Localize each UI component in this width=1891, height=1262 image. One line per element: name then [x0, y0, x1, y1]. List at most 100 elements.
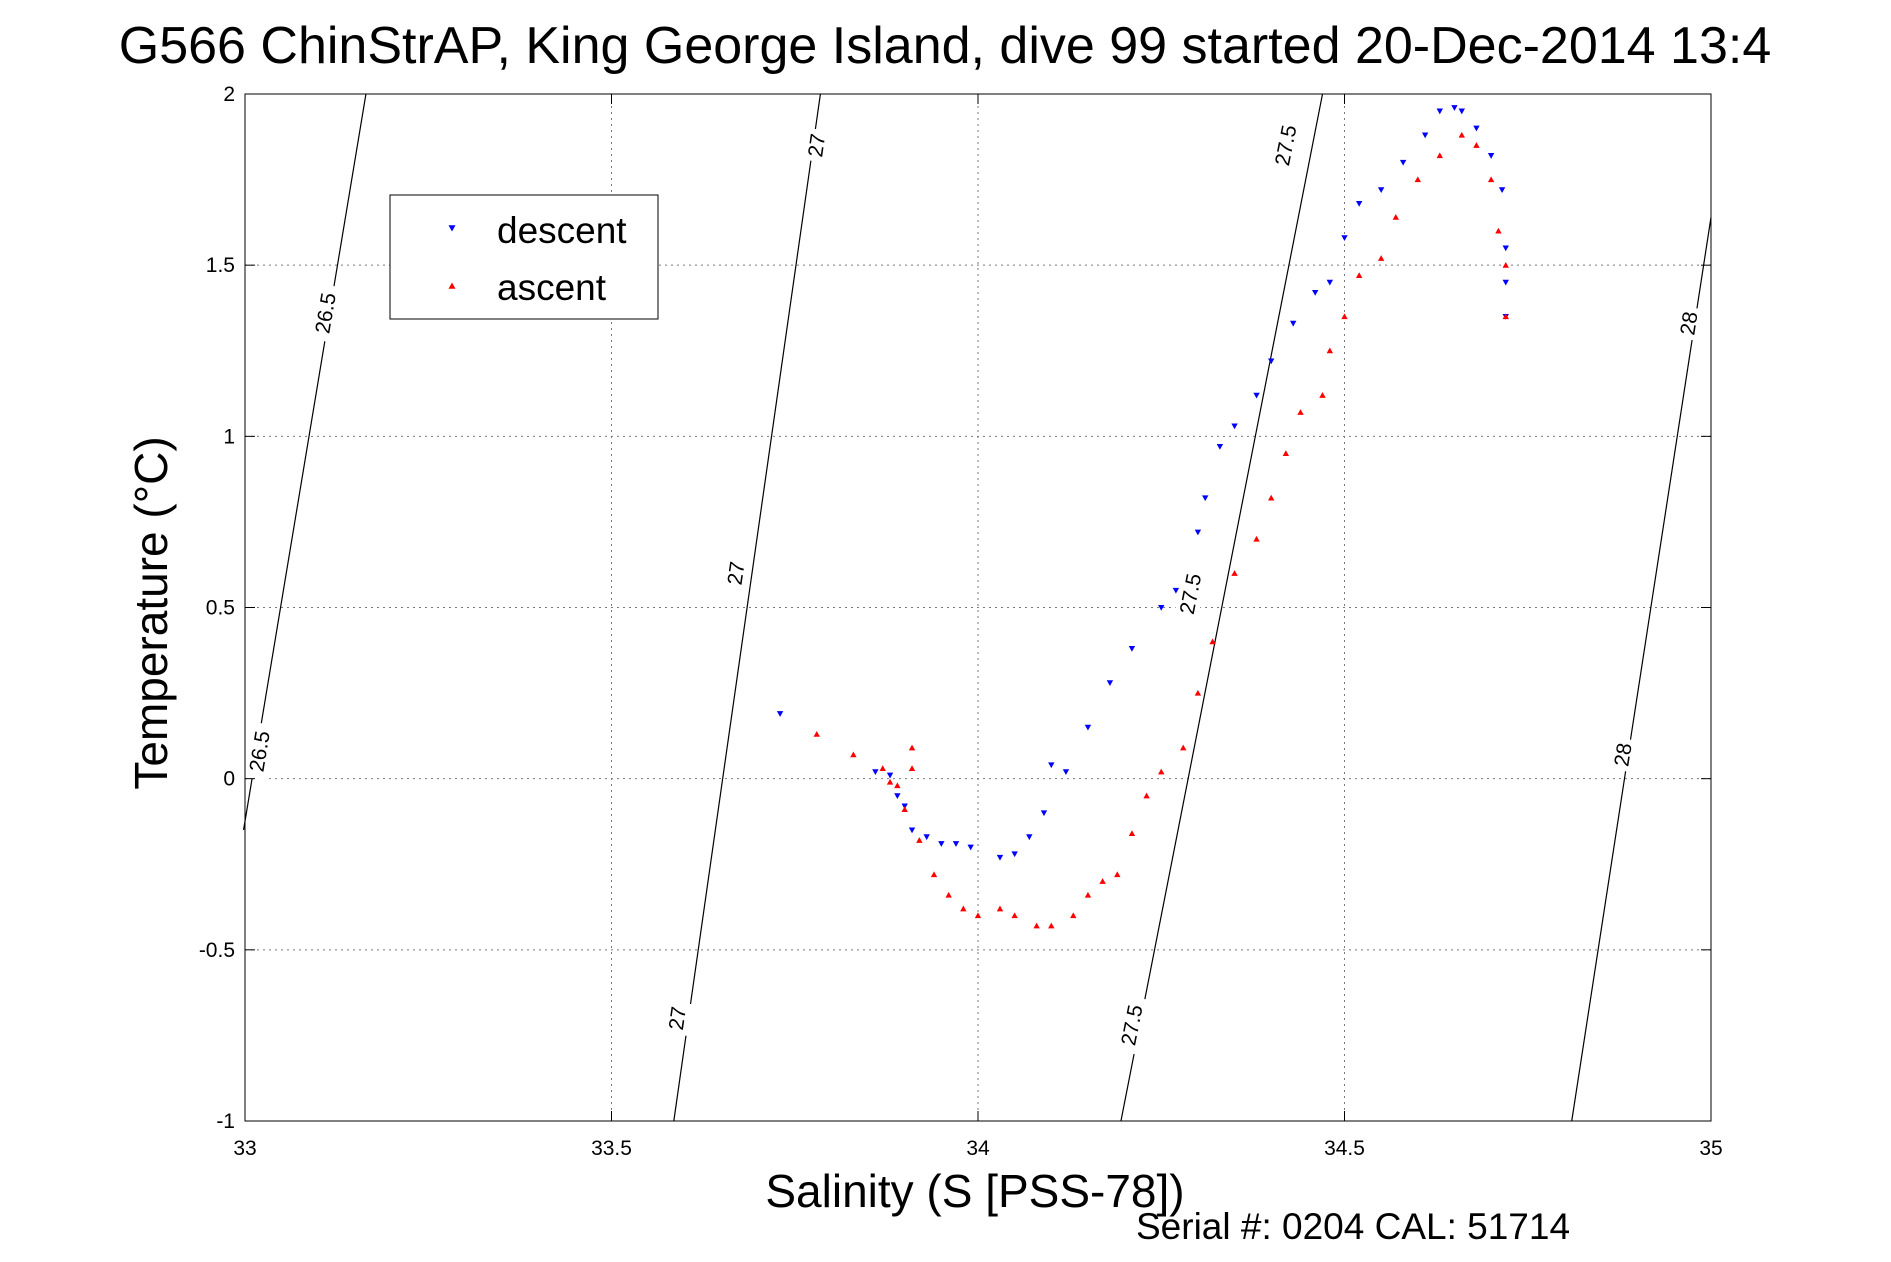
ascent-point: [996, 905, 1004, 912]
y-tick-label: 0: [223, 768, 235, 791]
descent-point: [908, 827, 916, 834]
y-tick-label: 1: [223, 425, 235, 448]
ascent-point: [1084, 891, 1092, 898]
ascent-point: [1180, 744, 1187, 751]
legend-marker-descent: [448, 225, 456, 232]
contour-line-28: [1571, 217, 1712, 1122]
ascent-point: [1048, 922, 1055, 929]
contour-label-bg: [1173, 564, 1208, 624]
descent-point: [938, 841, 945, 847]
contour-line-27-5: [1120, 93, 1324, 1122]
descent-point: [1084, 724, 1092, 731]
legend-label-descent: descent: [497, 210, 627, 251]
y-tick-label: -0.5: [199, 939, 235, 962]
ascent-marker: [448, 282, 456, 289]
legend-marker-ascent: [448, 282, 456, 289]
ascent-point: [1392, 214, 1400, 220]
contour-label-bg: [243, 721, 277, 781]
descent-point: [1011, 851, 1018, 858]
ascent-point: [1158, 768, 1165, 775]
ascent-point: [901, 806, 908, 813]
descent-point: [996, 854, 1004, 861]
descent-point: [923, 834, 930, 841]
descent-point: [1355, 200, 1363, 207]
contour-label-group: 27: [663, 1000, 692, 1036]
ascent-point: [1114, 871, 1121, 878]
ascent-point: [945, 891, 952, 898]
contour-label-bg: [1608, 737, 1638, 773]
contour-label-bg: [802, 127, 831, 163]
contour-label-group: 26.5: [243, 721, 277, 781]
series-ascent: [813, 131, 1509, 929]
descent-point: [1487, 153, 1495, 159]
contour-label-bg: [1268, 115, 1304, 176]
contour-label-group: 27: [721, 555, 751, 591]
ascent-point: [1458, 131, 1465, 138]
y-axis-label: Temperature (°C): [125, 436, 177, 789]
contour-label: 27: [804, 132, 830, 158]
ascent-point: [1319, 392, 1326, 398]
descent-point: [1040, 810, 1048, 817]
ascent-point: [1377, 255, 1385, 261]
descent-point: [1421, 132, 1429, 139]
ascent-point: [1355, 272, 1363, 278]
x-tick-label: 33.5: [591, 1137, 632, 1160]
ascent-point: [1253, 535, 1260, 542]
contour-label: 28: [1610, 741, 1636, 768]
ascent-point: [1209, 638, 1216, 645]
ascent-point: [1011, 912, 1018, 919]
ascent-point: [908, 744, 916, 751]
series-descent: [776, 105, 1509, 861]
descent-point: [1194, 529, 1202, 536]
contour-label-bg: [1114, 995, 1150, 1055]
y-tick-label: 1.5: [206, 254, 235, 277]
contour-label-bg: [663, 1000, 692, 1036]
ascent-point: [1099, 878, 1106, 884]
ascent-point: [1194, 689, 1202, 696]
x-tick-label: 34: [966, 1137, 990, 1160]
ascent-point: [1297, 409, 1304, 415]
ascent-point: [1414, 176, 1421, 183]
x-tick-label: 34.5: [1324, 1137, 1365, 1160]
legend-box: [389, 194, 659, 320]
descent-point: [872, 769, 879, 776]
grid-lines: [245, 94, 1711, 1121]
ascent-point: [1502, 261, 1509, 268]
ascent-point: [1487, 176, 1495, 183]
descent-point: [1341, 235, 1348, 241]
descent-point: [1458, 108, 1465, 115]
ascent-point: [1436, 152, 1443, 159]
contour-label-group: 28: [1674, 305, 1704, 342]
contour-line-27: [673, 93, 821, 1122]
descent-point: [1231, 423, 1238, 430]
descent-point: [1216, 444, 1224, 450]
contour-label-group: 28: [1608, 737, 1638, 773]
ascent-point: [916, 837, 923, 843]
descent-point: [1158, 604, 1165, 611]
descent-point: [886, 772, 894, 779]
descent-point: [1026, 834, 1033, 841]
x-tick-label: 35: [1699, 1137, 1722, 1160]
ascent-point: [1473, 142, 1480, 148]
descent-point: [776, 711, 784, 717]
descent-point: [1062, 769, 1070, 776]
descent-point: [1172, 587, 1180, 594]
descent-point: [1326, 279, 1334, 286]
ascent-point: [1231, 570, 1238, 576]
descent-point: [952, 841, 960, 847]
descent-point: [1268, 358, 1275, 365]
descent-point: [1502, 279, 1509, 286]
ascent-point: [1282, 450, 1290, 457]
contour-label: 28: [1676, 310, 1702, 337]
axis-ticks: 33 33.5 34 34.5 35 -1 -0.5 0 0.5 1 1.5 2: [199, 83, 1723, 1160]
descent-point: [1399, 159, 1407, 166]
ascent-point: [1495, 227, 1502, 234]
descent-point: [894, 793, 901, 799]
contour-label-bg: [721, 555, 751, 591]
ascent-point: [1326, 347, 1334, 354]
descent-point: [1128, 646, 1136, 652]
descent-point: [967, 844, 974, 851]
descent-point: [1202, 495, 1209, 502]
